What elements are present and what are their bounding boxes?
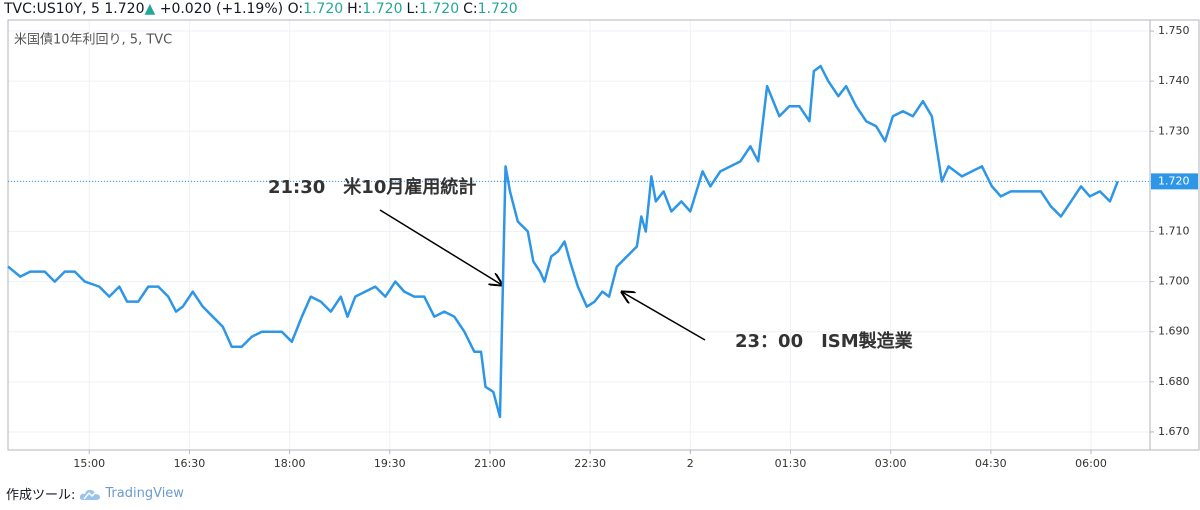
x-tick-label: 18:00	[274, 457, 306, 470]
change-arrow: ▲	[144, 1, 156, 17]
y-tick-label: 1.700	[1158, 275, 1190, 288]
annotation: 21:30 米10月雇用統計	[268, 176, 476, 198]
chart-title: 米国債10年利回り, 5, TVC	[14, 33, 172, 48]
y-tick-label: 1.740	[1158, 74, 1190, 87]
ohlc-value: 1.720	[362, 1, 403, 17]
footer: 作成ツール: TradingView	[6, 484, 184, 503]
x-tick-label: 06:00	[1075, 457, 1107, 470]
x-tick-label: 15:00	[73, 457, 105, 470]
x-tick-label: 03:00	[875, 457, 907, 470]
x-tick-label: 19:30	[374, 457, 406, 470]
last-price-box	[1151, 173, 1198, 190]
header: TVC:US10Y, 5 1.720▲ +0.020 (+1.19%) O:1.…	[4, 1, 522, 17]
brand-logo	[80, 489, 101, 500]
x-tick-label: 16:30	[174, 457, 206, 470]
ohlc-value: 1.720	[303, 1, 344, 17]
price-line	[7, 64, 1119, 419]
ohlc-key: C:	[463, 1, 478, 17]
chart: 米国債10年利回り, 5, TVC 1.670 1.680 1.690 1.700 1.…	[7, 19, 1200, 470]
ohlc-value: 1.720	[419, 1, 460, 17]
made-with: 作成ツール:	[6, 488, 76, 503]
x-tick-label: 01:30	[775, 457, 807, 470]
price-axis-frame	[1149, 19, 1200, 451]
last-price-label: 1.720	[1158, 174, 1190, 187]
ohlc-key: L:	[406, 1, 420, 17]
x-tick-label: 04:30	[975, 457, 1007, 470]
change: +0.020 (+1.19%)	[159, 1, 284, 17]
ohlc: O:1.720 H:1.720 L:1.720 C:1.720	[288, 1, 522, 17]
x-tick-label: 22:30	[574, 457, 606, 470]
arrow	[622, 292, 706, 341]
y-tick-label: 1.670	[1158, 425, 1190, 438]
ohlc-value: 1.720	[477, 1, 518, 17]
y-tick-label: 1.710	[1158, 224, 1190, 237]
grid	[8, 20, 1150, 450]
x-tick-label: 21:00	[474, 457, 506, 470]
annotation: 23：00 ISM製造業	[735, 330, 914, 352]
symbol: TVC:US10Y, 5	[4, 1, 100, 17]
brand: TradingView	[105, 486, 184, 501]
ohlc-key: H:	[347, 1, 363, 17]
y-tick-label: 1.750	[1158, 24, 1190, 37]
price: 1.720	[104, 1, 145, 17]
y-tick-label: 1.690	[1158, 325, 1190, 338]
y-tick-label: 1.680	[1158, 375, 1190, 388]
y-tick-label: 1.730	[1158, 124, 1190, 137]
plot-frame	[7, 19, 1151, 451]
ohlc-key: O:	[287, 1, 304, 17]
arrow	[379, 209, 502, 285]
x-tick-label: 2	[687, 457, 694, 470]
